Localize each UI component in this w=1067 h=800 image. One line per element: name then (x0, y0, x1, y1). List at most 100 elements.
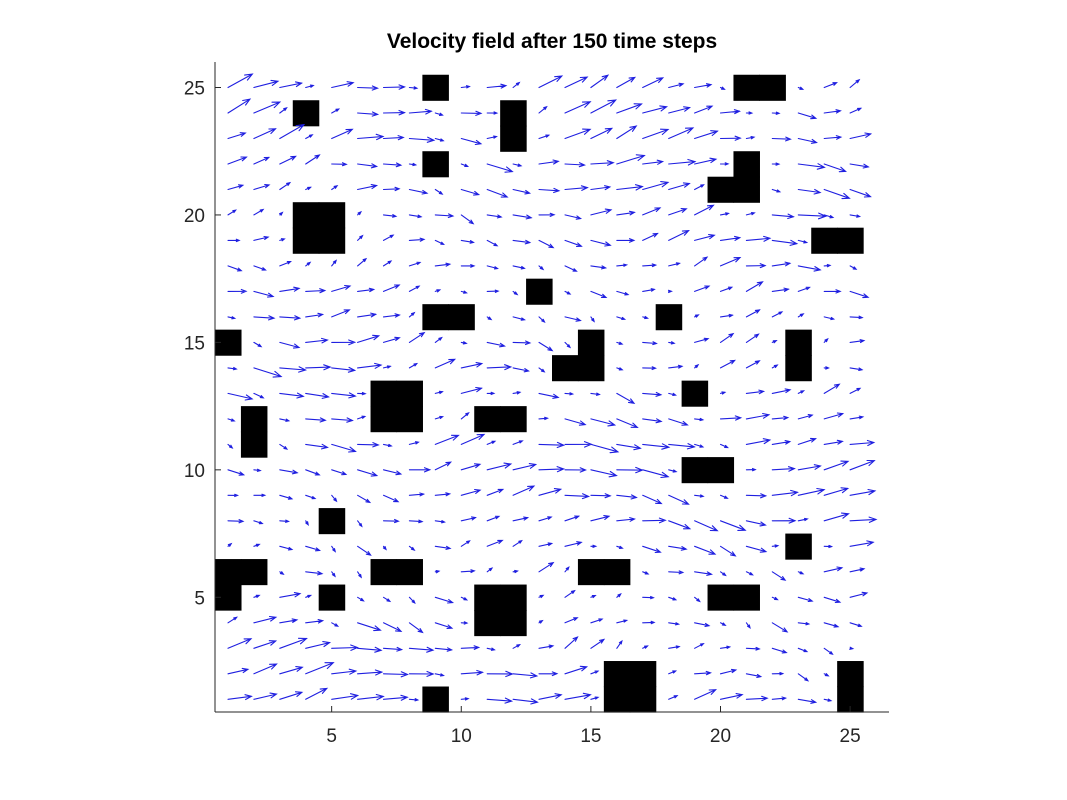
velocity-arrow (331, 392, 357, 399)
velocity-arrow (538, 561, 555, 573)
velocity-arrow (486, 670, 514, 678)
velocity-arrow (849, 107, 863, 114)
velocity-arrow (797, 596, 814, 603)
velocity-arrow (279, 519, 290, 523)
velocity-arrow (849, 387, 862, 394)
velocity-arrow (771, 489, 799, 497)
velocity-arrow (668, 443, 696, 450)
velocity-arrow (564, 162, 587, 168)
velocity-arrow (486, 341, 506, 348)
velocity-arrow (434, 545, 452, 550)
velocity-arrow (616, 392, 636, 404)
velocity-arrow (227, 132, 247, 140)
velocity-arrow (486, 83, 508, 89)
velocity-arrow (719, 109, 741, 115)
velocity-arrow (305, 364, 332, 371)
velocity-arrow (642, 418, 663, 424)
velocity-arrow (434, 289, 442, 293)
velocity-arrow (616, 76, 637, 89)
velocity-arrow (460, 516, 477, 522)
velocity-arrow (253, 101, 282, 114)
velocity-arrow (564, 128, 592, 140)
velocity-arrow (719, 443, 729, 449)
velocity-arrow (823, 596, 842, 604)
velocity-arrow (357, 622, 382, 632)
velocity-arrow (538, 367, 546, 373)
velocity-arrow (305, 443, 329, 450)
velocity-arrow (745, 438, 772, 445)
chart-title: Velocity field after 150 time steps (387, 30, 717, 53)
obstacle-cell (370, 406, 398, 433)
velocity-arrow (538, 644, 555, 649)
y-tick-label: 10 (184, 461, 205, 482)
obstacle-cell (370, 380, 398, 407)
velocity-arrow (331, 443, 357, 453)
velocity-arrow (253, 183, 271, 191)
velocity-arrow (434, 492, 452, 497)
velocity-arrow (745, 360, 761, 369)
velocity-arrow (434, 390, 444, 395)
velocity-arrow (616, 494, 638, 500)
velocity-arrow (408, 261, 422, 267)
velocity-arrow (408, 285, 421, 292)
velocity-arrow (305, 641, 332, 649)
velocity-arrow (460, 488, 482, 496)
velocity-arrow (590, 418, 617, 427)
velocity-arrow (668, 158, 697, 166)
velocity-arrow (382, 313, 401, 318)
velocity-arrow (253, 235, 270, 241)
velocity-arrow (538, 488, 563, 496)
velocity-arrow (279, 81, 304, 89)
obstacle-cell (448, 304, 475, 331)
velocity-arrow (331, 184, 339, 191)
velocity-arrow (694, 234, 716, 241)
velocity-arrow (771, 339, 778, 344)
velocity-arrow (408, 596, 416, 605)
velocity-arrow (823, 366, 830, 370)
velocity-arrow (434, 112, 444, 116)
velocity-arrow (512, 290, 519, 296)
velocity-arrow (590, 265, 608, 270)
velocity-arrow (642, 620, 656, 625)
velocity-arrow (538, 187, 561, 194)
velocity-arrow (564, 239, 583, 247)
velocity-arrow (434, 622, 454, 629)
velocity-arrow (486, 163, 514, 173)
obstacle-cell (422, 686, 449, 713)
velocity-arrow (382, 646, 404, 652)
velocity-arrow (797, 698, 818, 704)
velocity-arrow (279, 637, 308, 649)
velocity-arrow (642, 77, 665, 89)
velocity-arrow (590, 618, 604, 624)
velocity-arrow (719, 135, 742, 141)
obstacle-cell (707, 584, 735, 611)
velocity-arrow (434, 596, 455, 604)
velocity-arrow (357, 234, 364, 241)
velocity-arrow (460, 214, 475, 225)
velocity-arrow (616, 263, 629, 267)
velocity-arrow (538, 134, 551, 140)
velocity-arrow (357, 312, 378, 318)
velocity-arrow (642, 181, 670, 191)
velocity-arrow (538, 341, 554, 352)
velocity-arrow (331, 571, 336, 578)
velocity-arrow (771, 517, 797, 524)
velocity-arrow (331, 693, 360, 700)
velocity-arrow (642, 159, 665, 165)
velocity-arrow (719, 391, 727, 395)
velocity-arrow (408, 441, 420, 445)
velocity-arrow (771, 136, 792, 142)
velocity-arrow (538, 392, 560, 399)
obstacle-cell (240, 406, 268, 433)
velocity-arrow (771, 415, 790, 421)
velocity-arrow (253, 543, 261, 547)
velocity-arrow (849, 265, 858, 270)
velocity-arrow (797, 188, 822, 195)
velocity-arrow (279, 571, 285, 576)
velocity-arrow (253, 392, 265, 399)
velocity-arrow (668, 520, 692, 530)
velocity-arrow (331, 128, 354, 140)
obstacle-cell (292, 202, 320, 229)
velocity-arrow (616, 517, 636, 522)
velocity-arrow (460, 239, 475, 244)
